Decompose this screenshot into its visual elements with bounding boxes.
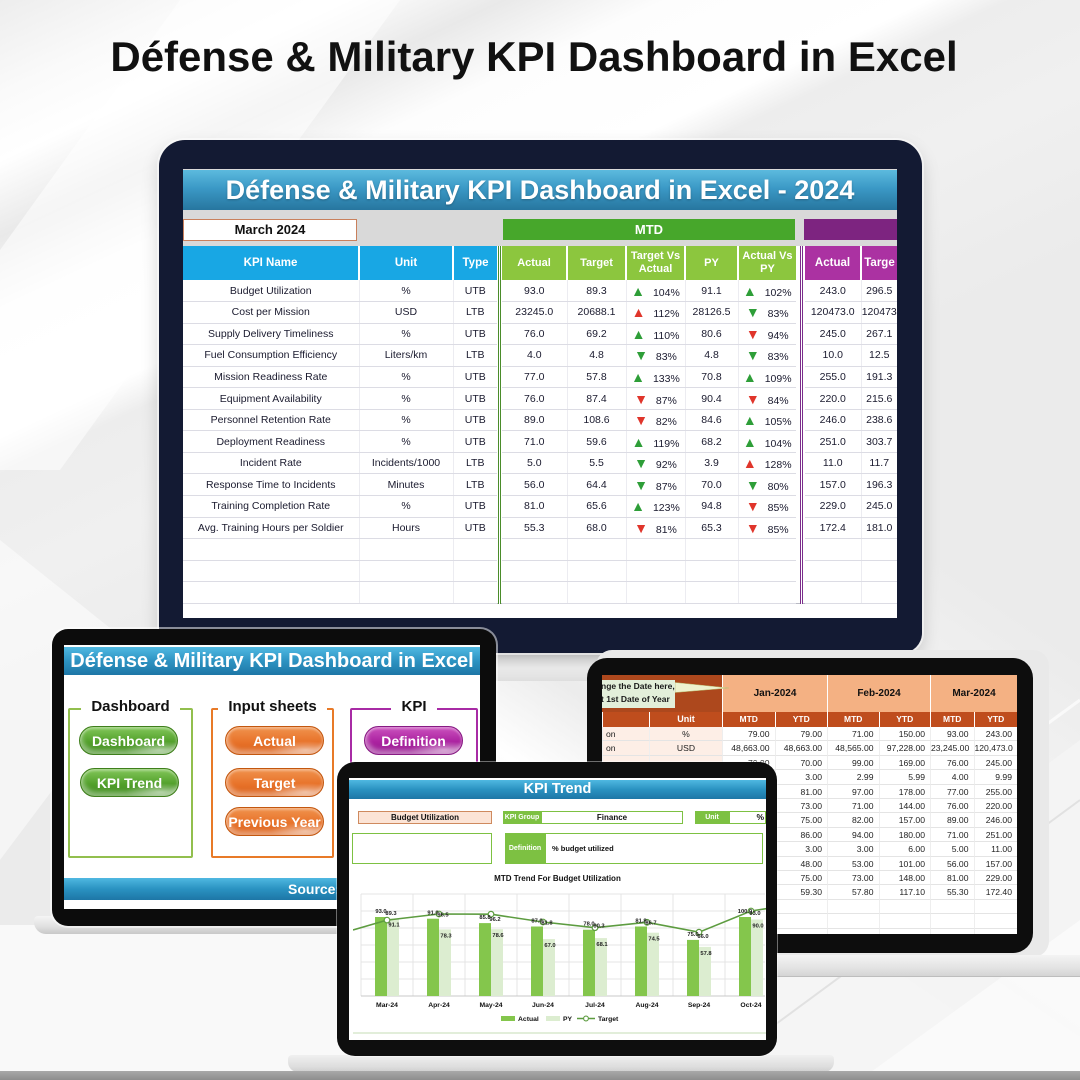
svg-text:96.5: 96.5 xyxy=(437,913,449,919)
svg-text:81.8: 81.8 xyxy=(635,919,647,925)
svg-text:91.1: 91.1 xyxy=(388,923,400,929)
svg-text:Sep-24: Sep-24 xyxy=(688,1002,711,1009)
svg-text:Jul-24: Jul-24 xyxy=(585,1002,605,1009)
svg-text:Jun-24: Jun-24 xyxy=(532,1002,554,1009)
svg-text:93.0: 93.0 xyxy=(749,911,760,917)
svg-text:68.1: 68.1 xyxy=(596,942,608,948)
svg-text:78.6: 78.6 xyxy=(492,933,504,939)
svg-text:78.0: 78.0 xyxy=(583,922,594,928)
svg-text:86.7: 86.7 xyxy=(645,921,656,927)
svg-text:80.3: 80.3 xyxy=(593,924,605,930)
svg-text:89.3: 89.3 xyxy=(385,911,397,917)
svg-text:Mar-24: Mar-24 xyxy=(376,1002,398,1009)
svg-text:81.8: 81.8 xyxy=(541,921,553,927)
svg-text:PY: PY xyxy=(563,1016,573,1023)
svg-text:57.8: 57.8 xyxy=(700,951,712,957)
svg-text:Actual: Actual xyxy=(518,1016,539,1023)
svg-text:Aug-24: Aug-24 xyxy=(635,1002,658,1009)
svg-text:67.0: 67.0 xyxy=(544,943,555,949)
svg-text:100.0: 100.0 xyxy=(738,909,753,915)
svg-text:75.0: 75.0 xyxy=(687,932,698,938)
svg-text:87.0: 87.0 xyxy=(531,919,542,925)
svg-text:93.0: 93.0 xyxy=(375,909,386,915)
svg-text:78.3: 78.3 xyxy=(440,933,452,939)
svg-text:74.5: 74.5 xyxy=(648,937,660,943)
svg-text:Apr-24: Apr-24 xyxy=(428,1002,450,1009)
svg-text:85.8: 85.8 xyxy=(479,915,491,921)
svg-text:66.0: 66.0 xyxy=(697,934,708,940)
svg-text:91.0: 91.0 xyxy=(427,911,438,917)
svg-text:96.2: 96.2 xyxy=(489,917,500,923)
svg-text:May-24: May-24 xyxy=(479,1002,502,1009)
svg-text:Oct-24: Oct-24 xyxy=(740,1002,761,1009)
svg-text:90.0: 90.0 xyxy=(752,924,763,930)
svg-text:Target: Target xyxy=(598,1016,619,1023)
